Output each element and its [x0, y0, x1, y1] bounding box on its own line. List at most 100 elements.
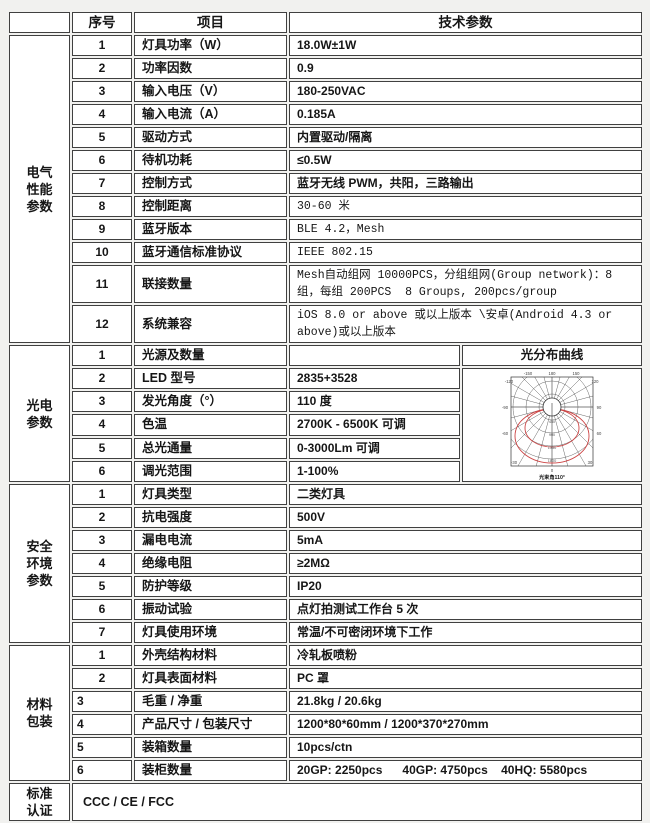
value-cell: ≤0.5W: [289, 150, 642, 171]
header-param: 技术参数: [289, 12, 642, 33]
item-name-cell: LED 型号: [134, 368, 287, 390]
value-cell: 点灯拍测试工作台 5 次: [289, 599, 642, 620]
table-row: 8 控制距离 30-60 米: [9, 196, 642, 217]
table-row: 7 灯具使用环境 常温/不可密闭环境下工作: [9, 622, 642, 643]
row-number-cell: 6: [72, 760, 132, 781]
category-cell-safety: 安全 环境 参数: [9, 484, 70, 643]
item-name-cell: 装箱数量: [134, 737, 287, 758]
section-photoelectric: 光电 参数 1 光源及数量 光分布曲线 2 LED 型号 2835+3528 180 -150 15…: [9, 345, 642, 482]
category-label: 电气: [26, 164, 53, 180]
value-cell: 10pcs/ctn: [289, 737, 642, 758]
row-number-cell: 1: [72, 35, 132, 56]
certification-value-cell: CCC / CE / FCC: [72, 783, 642, 821]
table-row: 6 振动试验 点灯拍测试工作台 5 次: [9, 599, 642, 620]
row-number-cell: 5: [72, 737, 132, 758]
table-row: 2 灯具表面材料 PC 罩: [9, 668, 642, 689]
value-cell: 冷轧板喷粉: [289, 645, 642, 666]
table-row: 3 毛重 / 净重 21.8kg / 20.6kg: [9, 691, 642, 712]
item-name-cell: 灯具表面材料: [134, 668, 287, 689]
item-name-cell: 控制方式: [134, 173, 287, 194]
item-name-cell: 产品尺寸 / 包装尺寸: [134, 714, 287, 735]
table-row: 6 待机功耗 ≤0.5W: [9, 150, 642, 171]
category-label: 环境: [26, 556, 53, 571]
table-row: 4 产品尺寸 / 包装尺寸 1200*80*60mm / 1200*370*270m…: [9, 714, 642, 735]
category-label: 安全: [26, 539, 53, 554]
row-number-cell: 2: [72, 58, 132, 79]
value-cell: 二类灯具: [289, 484, 642, 505]
svg-text:30: 30: [588, 460, 593, 465]
item-name-cell: 驱动方式: [134, 127, 287, 148]
category-cell-electrical: 电气 性能 参数: [9, 35, 70, 343]
item-name-cell: 色温: [134, 414, 287, 436]
category-cell-material: 材料 包装: [9, 645, 70, 781]
value-cell: 2835+3528: [289, 368, 460, 390]
item-name-cell: 光源及数量: [134, 345, 287, 366]
svg-text:-30: -30: [511, 460, 518, 465]
row-number-cell: 4: [72, 104, 132, 125]
table-row: 6 装柜数量 20GP: 2250pcs 40GP: 4750pcs 40HQ: 5…: [9, 760, 642, 781]
row-number-cell: 6: [72, 460, 132, 482]
row-number-cell: 6: [72, 150, 132, 171]
row-number-cell: 4: [72, 553, 132, 574]
item-name-cell: 毛重 / 净重: [134, 691, 287, 712]
category-label: 性能: [26, 181, 53, 197]
row-number-cell: 2: [72, 507, 132, 528]
row-number-cell: 3: [72, 391, 132, 413]
category-label: 标准: [26, 786, 53, 801]
row-number-cell: 3: [72, 691, 132, 712]
table-row: 5 驱动方式 内置驱动/隔离: [9, 127, 642, 148]
category-label: 参数: [26, 414, 53, 430]
table-row: 9 蓝牙版本 BLE 4.2，Mesh: [9, 219, 642, 240]
category-label: 材料: [26, 697, 53, 712]
svg-text:-150: -150: [524, 371, 533, 376]
item-name-cell: 漏电电流: [134, 530, 287, 551]
section-material: 材料 包装 1 外壳结构材料 冷轧板喷粉 2 灯具表面材料 PC 罩 3 毛重 / 净重 21.8k…: [9, 645, 642, 781]
item-name-cell: 蓝牙通信标准协议: [134, 242, 287, 263]
section-certification: 标准 认证 CCC / CE / FCC: [9, 783, 642, 821]
category-cell-certification: 标准 认证: [9, 783, 70, 821]
table-row: 5 总光通量 0-3000Lm 可调: [9, 437, 642, 459]
svg-text:-60: -60: [502, 431, 509, 436]
row-number-cell: 7: [72, 622, 132, 643]
row-number-cell: 3: [72, 530, 132, 551]
table-row: 电气 性能 参数 1 灯具功率（W） 18.0W±1W: [9, 35, 642, 343]
value-cell: 30-60 米: [289, 196, 642, 217]
table-row: 10 蓝牙通信标准协议 IEEE 802.15: [9, 242, 642, 263]
table-row: 材料 包装 1 外壳结构材料 冷轧板喷粉: [9, 645, 642, 781]
section-electrical: 电气 性能 参数 1 灯具功率（W） 18.0W±1W 2 功率因数 0.9 3 输入电压（V） 18…: [9, 35, 642, 343]
row-number-cell: 4: [72, 414, 132, 436]
item-name-cell: 防护等级: [134, 576, 287, 597]
value-cell: 5mA: [289, 530, 642, 551]
table-row: 4 绝缘电阻 ≥2MΩ: [9, 553, 642, 574]
table-row: 3 漏电电流 5mA: [9, 530, 642, 551]
category-label: 参数: [26, 573, 53, 588]
item-name-cell: 蓝牙版本: [134, 219, 287, 240]
header-no: 序号: [72, 12, 132, 33]
value-cell: IP20: [289, 576, 642, 597]
table-row: 安全 环境 参数 1 灯具类型 二类灯具: [9, 484, 642, 643]
value-cell: ≥2MΩ: [289, 553, 642, 574]
svg-text:0: 0: [551, 468, 554, 473]
value-cell: 2700K - 6500K 可调: [289, 414, 460, 436]
value-cell: 0-3000Lm 可调: [289, 437, 460, 459]
value-cell: 18.0W±1W: [289, 35, 642, 56]
certification-row: 标准 认证 CCC / CE / FCC: [9, 783, 642, 821]
item-name-cell: 输入电压（V）: [134, 81, 287, 102]
item-name-cell: 系统兼容: [134, 305, 287, 343]
table-row: 6 调光范围 1-100%: [9, 460, 642, 482]
item-name-cell: 发光角度（°）: [134, 391, 287, 413]
svg-text:-120: -120: [505, 379, 514, 384]
svg-text:60: 60: [597, 431, 602, 436]
value-cell: 0.9: [289, 58, 642, 79]
value-cell: iOS 8.0 or above 或以上版本 \安卓(Android 4.3 o…: [289, 305, 642, 343]
header-row: 序号 项目 技术参数: [9, 12, 642, 33]
category-cell-photoelectric: 光电 参数: [9, 345, 70, 482]
value-cell: 110 度: [289, 391, 460, 413]
svg-text:450: 450: [549, 420, 555, 424]
row-number-cell: 7: [72, 173, 132, 194]
item-name-cell: 调光范围: [134, 460, 287, 482]
table-row: 5 防护等级 IP20: [9, 576, 642, 597]
svg-text:1350: 1350: [548, 446, 556, 450]
value-cell: Mesh自动组网 10000PCS，分组组网(Group network)：8 …: [289, 265, 642, 303]
category-label: 参数: [26, 198, 53, 214]
